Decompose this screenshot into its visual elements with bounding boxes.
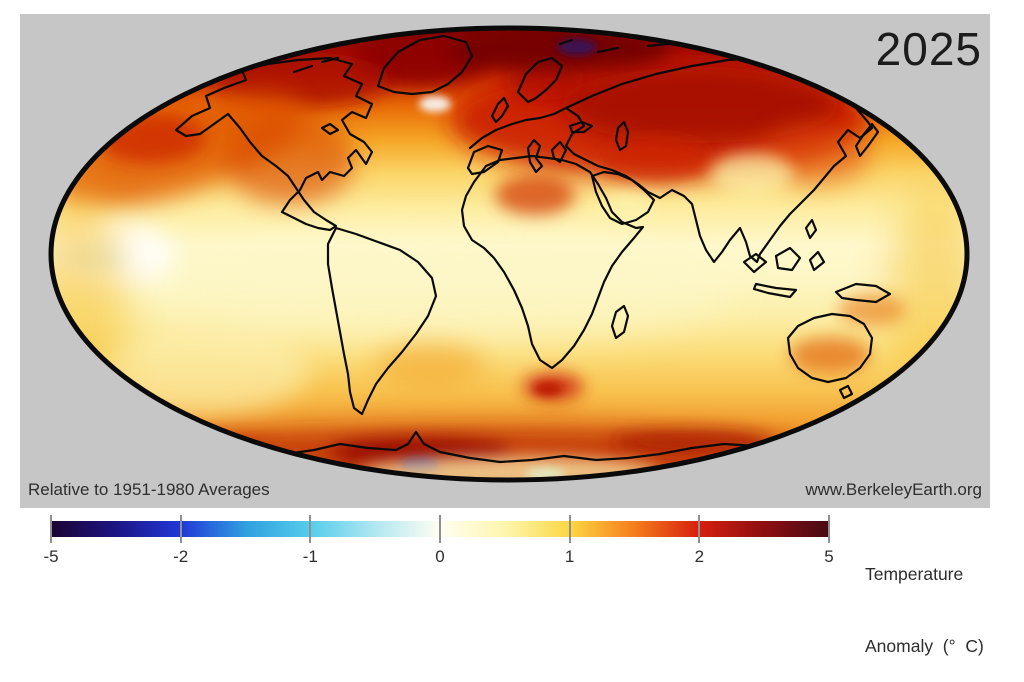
website-link: www.BerkeleyEarth.org xyxy=(805,480,982,499)
colorbar-tick xyxy=(309,515,312,543)
colorbar: -5 -2 -1 0 1 2 5 xyxy=(43,515,834,566)
projection-outline xyxy=(48,25,970,483)
colorbar-tick-label: -1 xyxy=(302,547,318,566)
colorbar-tick-label: 0 xyxy=(435,547,445,566)
world-anomaly-map xyxy=(48,25,970,483)
colorbar-tick xyxy=(50,515,52,543)
colorbar-tick xyxy=(568,515,571,543)
colorbar-tick-label: 1 xyxy=(564,547,575,566)
colorbar-title: Temperature Anomaly (° C) xyxy=(865,514,984,682)
baseline-note: Relative to 1951-1980 Averages xyxy=(28,480,270,499)
colorbar-tick xyxy=(828,515,830,543)
colorbar-tick-label: -2 xyxy=(173,547,189,566)
colorbar-title-line2: Anomaly (° C) xyxy=(865,636,984,656)
colorbar-title-line1: Temperature xyxy=(865,564,964,584)
year-label: 2025 xyxy=(875,23,982,75)
colorbar-tick-label: 5 xyxy=(824,547,834,566)
colorbar-tick xyxy=(439,515,441,543)
colorbar-tick-label: 2 xyxy=(694,547,705,566)
colorbar-tick-label: -5 xyxy=(43,547,59,566)
colorbar-tick xyxy=(698,515,701,543)
colorbar-tick xyxy=(179,515,182,543)
anomaly-blobs xyxy=(51,28,967,480)
